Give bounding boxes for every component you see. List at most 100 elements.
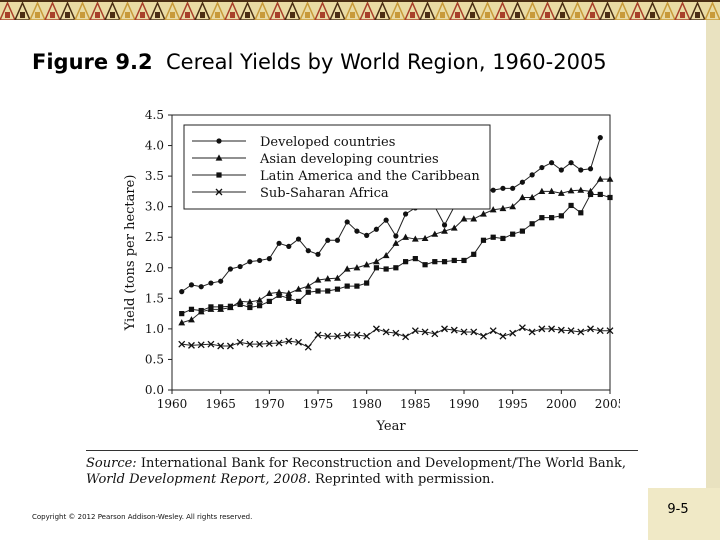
data-point xyxy=(451,257,457,264)
banner-block xyxy=(170,12,175,18)
data-point xyxy=(403,259,409,265)
banner-block xyxy=(215,12,220,18)
y-tick-label: 0.5 xyxy=(145,352,164,366)
data-point xyxy=(334,237,341,243)
data-point xyxy=(461,257,467,264)
data-point xyxy=(596,327,604,335)
banner-block xyxy=(365,12,370,18)
data-point xyxy=(315,288,321,294)
data-point xyxy=(557,189,565,196)
data-point xyxy=(275,339,283,347)
x-tick-label: 1980 xyxy=(351,397,382,411)
banner-triangle xyxy=(224,1,241,20)
data-point xyxy=(382,328,390,336)
data-point xyxy=(276,292,282,298)
data-point xyxy=(539,215,545,221)
data-point xyxy=(460,215,468,222)
data-point xyxy=(549,160,555,166)
data-point xyxy=(421,328,429,336)
banner-block xyxy=(680,12,685,18)
banner-triangle xyxy=(284,1,301,20)
banner-block xyxy=(65,12,70,18)
data-point xyxy=(480,210,487,217)
data-point xyxy=(518,324,526,332)
data-point xyxy=(353,331,361,339)
data-point xyxy=(325,288,331,294)
data-point xyxy=(528,193,536,201)
data-point xyxy=(324,275,332,282)
legend-marker xyxy=(215,188,223,196)
banner-triangle xyxy=(59,1,76,20)
x-tick-label: 1985 xyxy=(400,397,431,411)
data-point xyxy=(421,234,429,242)
banner-block xyxy=(200,12,205,18)
data-point xyxy=(567,327,575,335)
copyright-notice: Copyright © 2012 Pearson Addison-Wesley.… xyxy=(32,513,253,521)
banner-block xyxy=(155,12,160,18)
data-point xyxy=(538,187,546,194)
banner-triangle xyxy=(509,1,526,20)
data-point xyxy=(372,325,380,333)
banner-block xyxy=(260,12,265,18)
data-point xyxy=(246,298,254,305)
data-point xyxy=(441,325,448,333)
data-point xyxy=(188,341,195,349)
legend-marker xyxy=(215,154,223,161)
data-point xyxy=(403,211,409,217)
banner-triangle xyxy=(329,1,346,20)
banner-block xyxy=(380,12,385,18)
data-point xyxy=(179,289,185,295)
y-tick-label: 2.5 xyxy=(145,230,164,244)
data-point xyxy=(305,248,311,254)
data-point xyxy=(509,203,517,210)
figure-title: Cereal Yields by World Region, 1960-2005 xyxy=(166,50,607,74)
banner-triangle xyxy=(344,1,361,20)
data-point xyxy=(519,228,525,234)
legend: Developed countries Asian developing coun… xyxy=(183,124,491,210)
banner-triangle xyxy=(584,1,601,20)
data-point xyxy=(490,187,496,193)
legend-label: Developed countries xyxy=(260,135,395,150)
data-point xyxy=(470,215,478,222)
data-point xyxy=(578,167,584,173)
banner-triangle xyxy=(554,1,571,20)
banner-block xyxy=(665,12,670,18)
legend-label: Latin America and the Caribbean xyxy=(260,169,480,184)
data-point xyxy=(548,325,556,333)
data-point xyxy=(373,258,380,265)
side-strip xyxy=(706,20,720,490)
data-point xyxy=(587,166,594,172)
figure-number: Figure 9.2 xyxy=(32,50,153,74)
data-point xyxy=(539,164,545,171)
data-point xyxy=(558,213,564,219)
data-point xyxy=(567,187,575,194)
y-tick-label: 0.0 xyxy=(145,383,164,397)
data-point xyxy=(285,289,293,297)
data-point xyxy=(597,191,603,198)
banner-triangle xyxy=(14,1,31,20)
banner-triangle xyxy=(254,1,271,20)
data-point xyxy=(218,278,224,284)
data-point xyxy=(441,222,448,228)
data-point xyxy=(432,259,438,265)
data-point xyxy=(324,332,332,340)
data-point xyxy=(295,298,302,304)
banner-block xyxy=(80,12,85,18)
banner-block xyxy=(485,12,490,18)
banner-block xyxy=(650,12,655,18)
data-point xyxy=(412,256,418,262)
data-point xyxy=(480,237,487,243)
data-point xyxy=(188,282,195,288)
data-point xyxy=(558,167,564,173)
banner-triangle xyxy=(299,1,316,20)
data-point xyxy=(334,286,341,292)
data-point xyxy=(606,327,614,335)
banner-block xyxy=(605,12,610,18)
banner-block xyxy=(230,12,235,18)
banner-pattern xyxy=(0,0,720,20)
data-point xyxy=(304,282,312,289)
data-point xyxy=(373,265,379,271)
banner-block xyxy=(5,12,10,18)
data-point xyxy=(529,172,535,178)
data-point xyxy=(431,330,439,338)
